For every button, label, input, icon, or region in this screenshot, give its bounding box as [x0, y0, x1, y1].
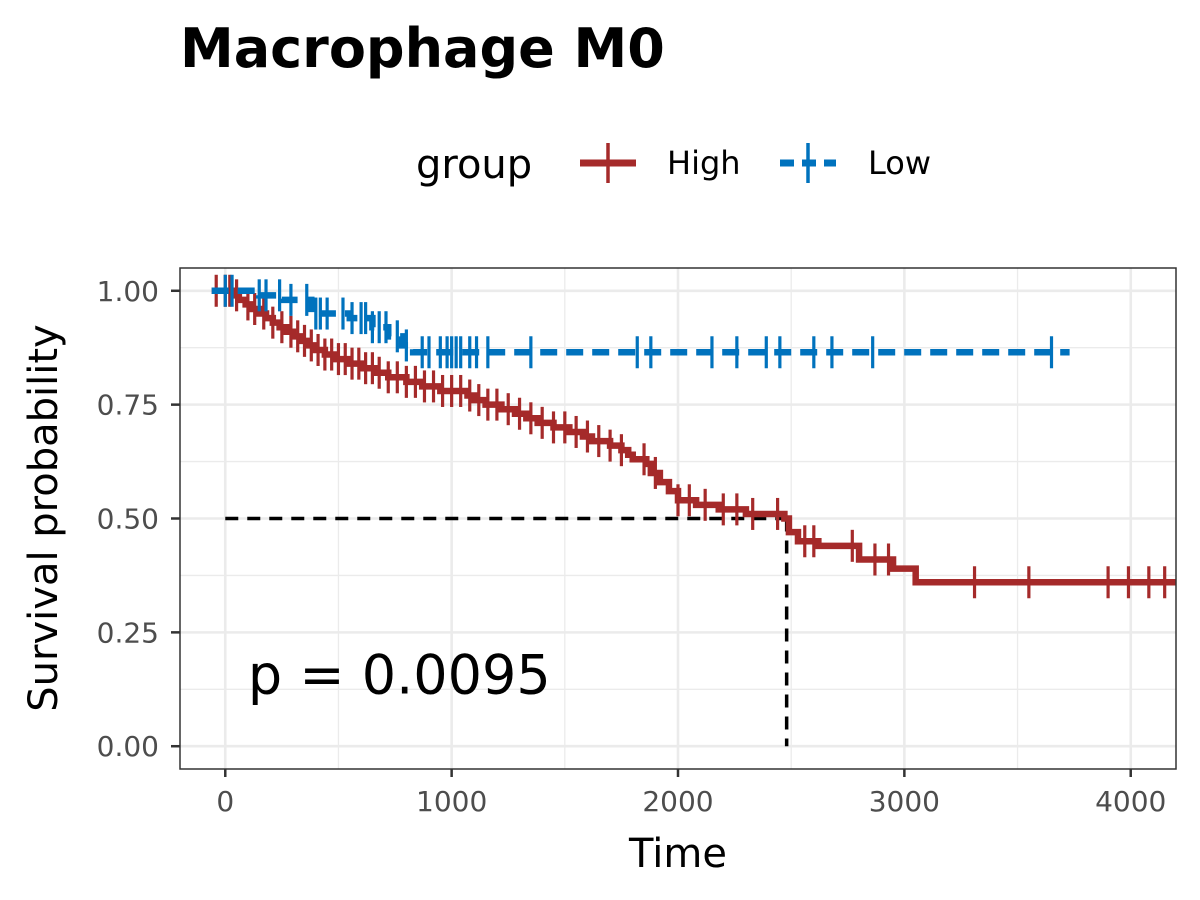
x-axis: 0 1000 2000 3000 4000	[216, 769, 1166, 818]
survival-curve-low	[211, 287, 1070, 356]
x-tick-label: 4000	[1095, 785, 1166, 818]
legend-title: group	[416, 142, 532, 188]
series-low	[211, 274, 1070, 369]
series-layer	[211, 274, 1176, 599]
legend-key-low	[780, 143, 836, 183]
x-axis-title: Time	[628, 831, 727, 877]
median-lines	[225, 516, 789, 747]
p-value-annotation: p = 0.0095	[248, 643, 551, 706]
legend-label-low: Low	[868, 144, 931, 182]
y-axis: 0.00 0.25 0.50 0.75 1.00	[97, 275, 180, 763]
legend-key-high	[580, 143, 636, 183]
x-tick-label: 1000	[416, 785, 487, 818]
y-tick-label: 0.50	[97, 503, 159, 536]
x-tick-label: 0	[216, 785, 234, 818]
y-tick-label: 0.25	[97, 616, 159, 649]
chart-title: Macrophage M0	[180, 17, 665, 80]
y-tick-label: 1.00	[97, 275, 159, 308]
x-tick-label: 3000	[869, 785, 940, 818]
legend: group High Low	[416, 142, 931, 188]
y-axis-title: Survival probability	[21, 324, 67, 711]
series-high	[211, 274, 1176, 599]
y-tick-label: 0.75	[97, 389, 159, 422]
y-tick-label: 0.00	[97, 730, 159, 763]
x-tick-label: 2000	[642, 785, 713, 818]
legend-label-high: High	[667, 144, 741, 182]
